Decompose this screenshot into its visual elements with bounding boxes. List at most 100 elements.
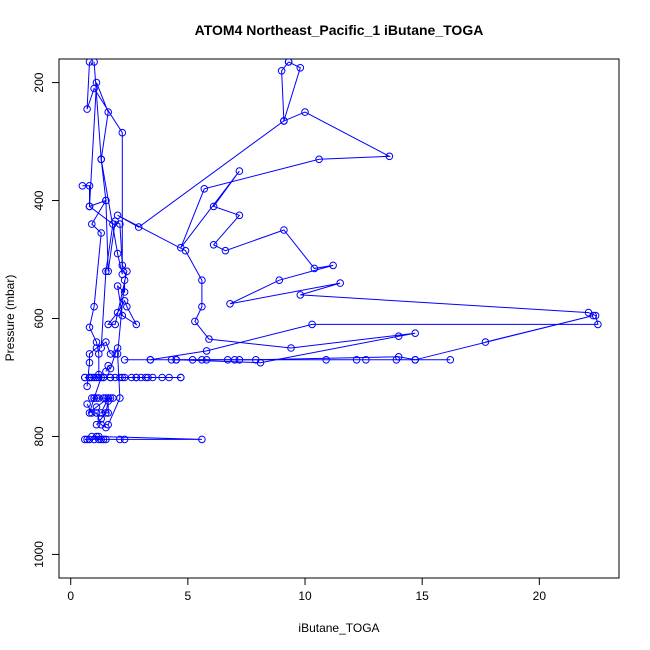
data-point [102, 338, 110, 346]
series-layer [78, 59, 602, 444]
series-line-11 [86, 341, 111, 387]
data-point [322, 356, 330, 364]
data-point [120, 288, 129, 296]
data-point [104, 267, 112, 276]
data-point [92, 78, 101, 87]
data-point [167, 356, 176, 364]
x-tick-label: 20 [533, 589, 547, 603]
data-point [116, 373, 124, 382]
data-point [120, 356, 129, 364]
data-point [280, 226, 288, 234]
data-point [88, 409, 96, 417]
y-tick-label: 600 [32, 308, 46, 328]
data-point [301, 108, 309, 116]
y-tick-label: 400 [32, 190, 46, 210]
data-point [92, 344, 101, 352]
chart-title: ATOM4 Northeast_Pacific_1 iButane_TOGA [195, 22, 484, 38]
data-point [191, 317, 199, 326]
data-point [118, 373, 127, 382]
data-point [116, 435, 124, 444]
data-point [95, 435, 103, 444]
data-point [132, 320, 141, 329]
data-point [102, 267, 110, 276]
data-point [95, 394, 103, 402]
data-point [109, 220, 117, 228]
data-point [90, 59, 98, 66]
x-tick-label: 10 [298, 589, 312, 603]
data-point [92, 409, 101, 417]
data-point [202, 347, 211, 355]
data-point [88, 220, 96, 228]
data-point [90, 394, 98, 402]
series-group [78, 59, 602, 444]
data-point [134, 223, 143, 231]
data-point [102, 409, 110, 417]
data-point [78, 182, 87, 190]
data-point [352, 356, 361, 364]
series-line-4 [117, 61, 416, 364]
data-point [308, 320, 316, 329]
data-point [589, 311, 598, 320]
data-point [205, 335, 213, 343]
data-point [90, 373, 98, 382]
data-point [97, 229, 105, 237]
data-point [198, 435, 206, 444]
data-point [88, 432, 96, 441]
y-axis: 200 400 600 800 1000 [32, 72, 60, 568]
data-point [411, 329, 420, 338]
y-tick-label: 200 [32, 72, 46, 92]
data-point [235, 167, 244, 175]
x-axis: 0 5 10 15 20 [67, 577, 547, 603]
data-point [310, 264, 319, 273]
data-point [104, 394, 112, 402]
data-point [83, 105, 91, 113]
data-point [120, 435, 129, 444]
data-point [123, 267, 131, 276]
data-point [481, 338, 490, 346]
data-point [148, 373, 157, 382]
data-point [275, 276, 284, 285]
data-point [92, 338, 101, 346]
data-point [118, 261, 127, 270]
data-point [111, 373, 119, 382]
data-point [198, 302, 206, 311]
data-point [106, 350, 115, 358]
y-tick-label: 800 [32, 426, 46, 446]
data-point [336, 279, 345, 287]
data-point [177, 373, 185, 382]
data-point [90, 302, 98, 311]
data-point [113, 249, 122, 258]
data-point [123, 302, 131, 311]
y-axis-label: Pressure (mbar) [3, 275, 17, 362]
data-point [277, 67, 286, 75]
data-point [165, 373, 173, 382]
data-point [252, 356, 260, 364]
data-point [446, 356, 455, 364]
data-point [113, 344, 122, 352]
data-point [120, 276, 129, 285]
data-point [97, 155, 105, 164]
data-point [85, 182, 94, 190]
x-tick-label: 0 [67, 589, 74, 603]
data-point [85, 59, 94, 66]
data-point [235, 211, 244, 220]
data-point [97, 415, 105, 423]
data-point [594, 320, 602, 329]
data-point [132, 373, 141, 382]
data-point [226, 300, 234, 308]
data-point [85, 373, 94, 382]
data-point [209, 241, 218, 249]
data-point [394, 332, 403, 341]
data-point [83, 400, 91, 408]
data-point [104, 108, 112, 116]
data-point [394, 353, 403, 361]
series-line-3 [150, 61, 599, 361]
data-point [284, 59, 293, 66]
data-point [144, 373, 152, 382]
data-point [106, 394, 115, 402]
series-line-2 [93, 61, 138, 425]
data-point [280, 117, 288, 125]
data-point [109, 394, 117, 402]
x-tick-label: 5 [185, 589, 192, 603]
